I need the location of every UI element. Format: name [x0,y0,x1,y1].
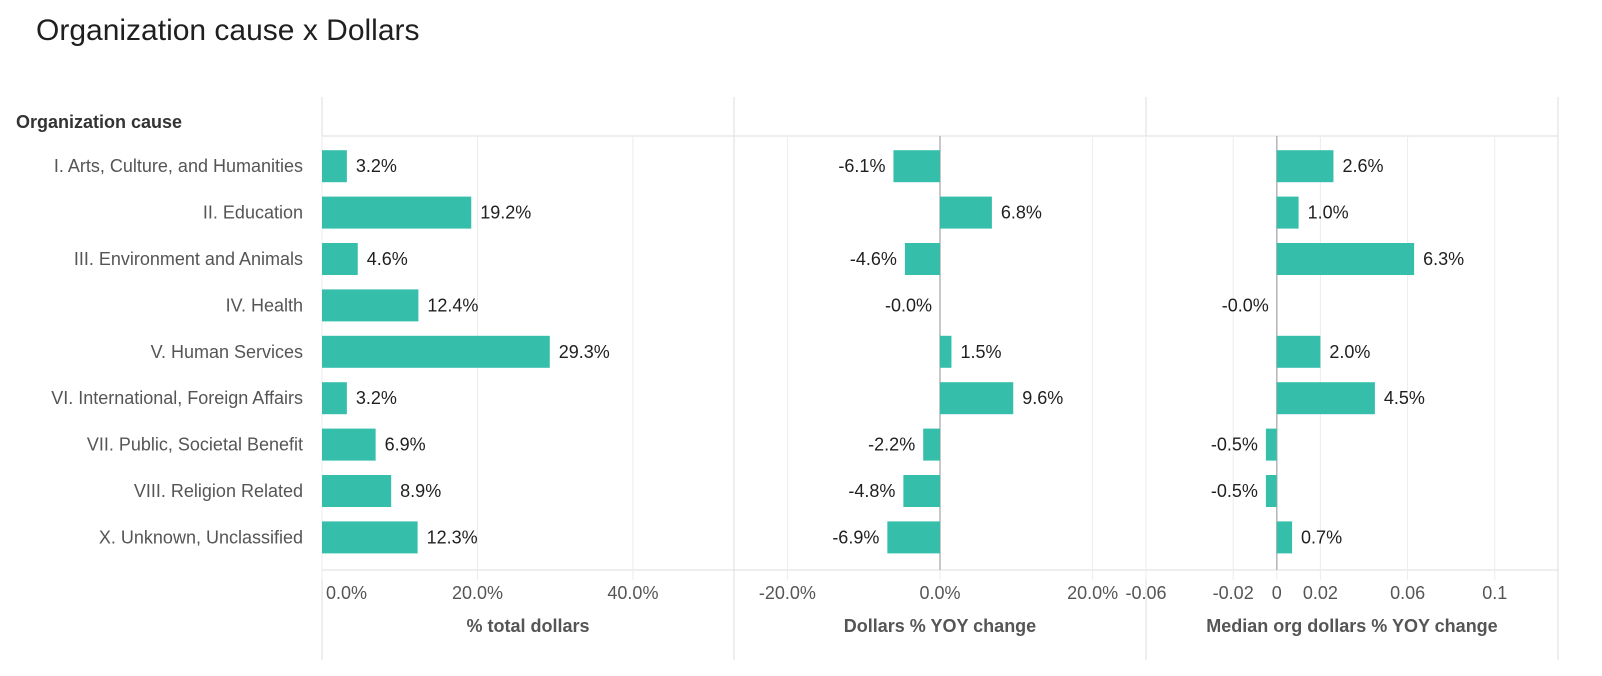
data-label: 9.6% [1022,388,1063,408]
bar [322,150,347,183]
data-label: 4.5% [1384,388,1425,408]
bar [923,428,940,461]
bar [322,521,418,554]
bar [940,196,992,229]
bar [904,243,940,275]
bar [903,475,940,507]
tick-label: 0.02 [1303,583,1338,603]
data-label: 19.2% [480,203,531,223]
tick-label: 20.0% [1067,583,1118,603]
tick-label: 0 [1272,583,1282,603]
category-label: II. Education [203,203,303,223]
category-label: IV. Health [226,295,303,315]
bar [1276,382,1375,415]
data-label: -6.9% [832,527,879,547]
category-label: III. Environment and Animals [74,249,303,269]
data-label: -0.0% [885,295,932,315]
tick-label: 40.0% [607,583,658,603]
data-label: 3.2% [356,156,397,176]
bar [1276,243,1415,275]
data-label: 6.8% [1001,203,1042,223]
data-label: 4.6% [367,249,408,269]
bar [1276,196,1299,229]
tick-label: -20.0% [759,583,816,603]
bar [1265,428,1277,461]
data-label: -6.1% [838,156,885,176]
tick-label: 0.0% [919,583,960,603]
axis-title: % total dollars [466,616,589,636]
data-label: 12.4% [427,295,478,315]
bar [1276,521,1293,554]
data-label: -0.5% [1211,435,1258,455]
category-label: VII. Public, Societal Benefit [87,435,303,455]
axis-title: Dollars % YOY change [844,616,1036,636]
bar [940,335,952,368]
category-label: I. Arts, Culture, and Humanities [54,156,303,176]
bar [893,150,940,183]
bar [322,475,392,507]
data-label: 6.3% [1423,249,1464,269]
tick-label: 0.1 [1482,583,1507,603]
data-label: 12.3% [427,527,478,547]
bar [322,428,376,461]
data-label: -0.5% [1211,481,1258,501]
tick-label: 0.06 [1390,583,1425,603]
bar [322,382,347,415]
bar [322,196,472,229]
bar [1265,475,1277,507]
data-label: -2.2% [868,435,915,455]
data-label: 3.2% [356,388,397,408]
bar [322,243,358,275]
tick-label: 0.0% [326,583,367,603]
tick-label: 20.0% [452,583,503,603]
bar [1276,150,1334,183]
bar [1276,335,1321,368]
tick-label: -0.02 [1213,583,1254,603]
category-label: V. Human Services [151,342,303,362]
data-label: 8.9% [400,481,441,501]
bar [940,382,1014,415]
data-label: 1.0% [1308,203,1349,223]
axis-title: Median org dollars % YOY change [1206,616,1497,636]
bar [322,289,419,322]
category-label: VIII. Religion Related [134,481,303,501]
data-label: 2.6% [1342,156,1383,176]
tick-label: -0.06 [1125,583,1166,603]
bar [887,521,940,554]
data-label: 2.0% [1329,342,1370,362]
data-label: -0.0% [1222,295,1269,315]
data-label: 6.9% [385,435,426,455]
chart-title: Organization cause x Dollars [36,14,420,47]
data-label: -4.8% [848,481,895,501]
category-label: X. Unknown, Unclassified [99,527,303,547]
category-label: VI. International, Foreign Affairs [51,388,303,408]
data-label: -4.6% [850,249,897,269]
bar [322,335,550,368]
data-label: 1.5% [960,342,1001,362]
row-header-label: Organization cause [16,112,182,132]
data-label: 0.7% [1301,527,1342,547]
data-label: 29.3% [559,342,610,362]
